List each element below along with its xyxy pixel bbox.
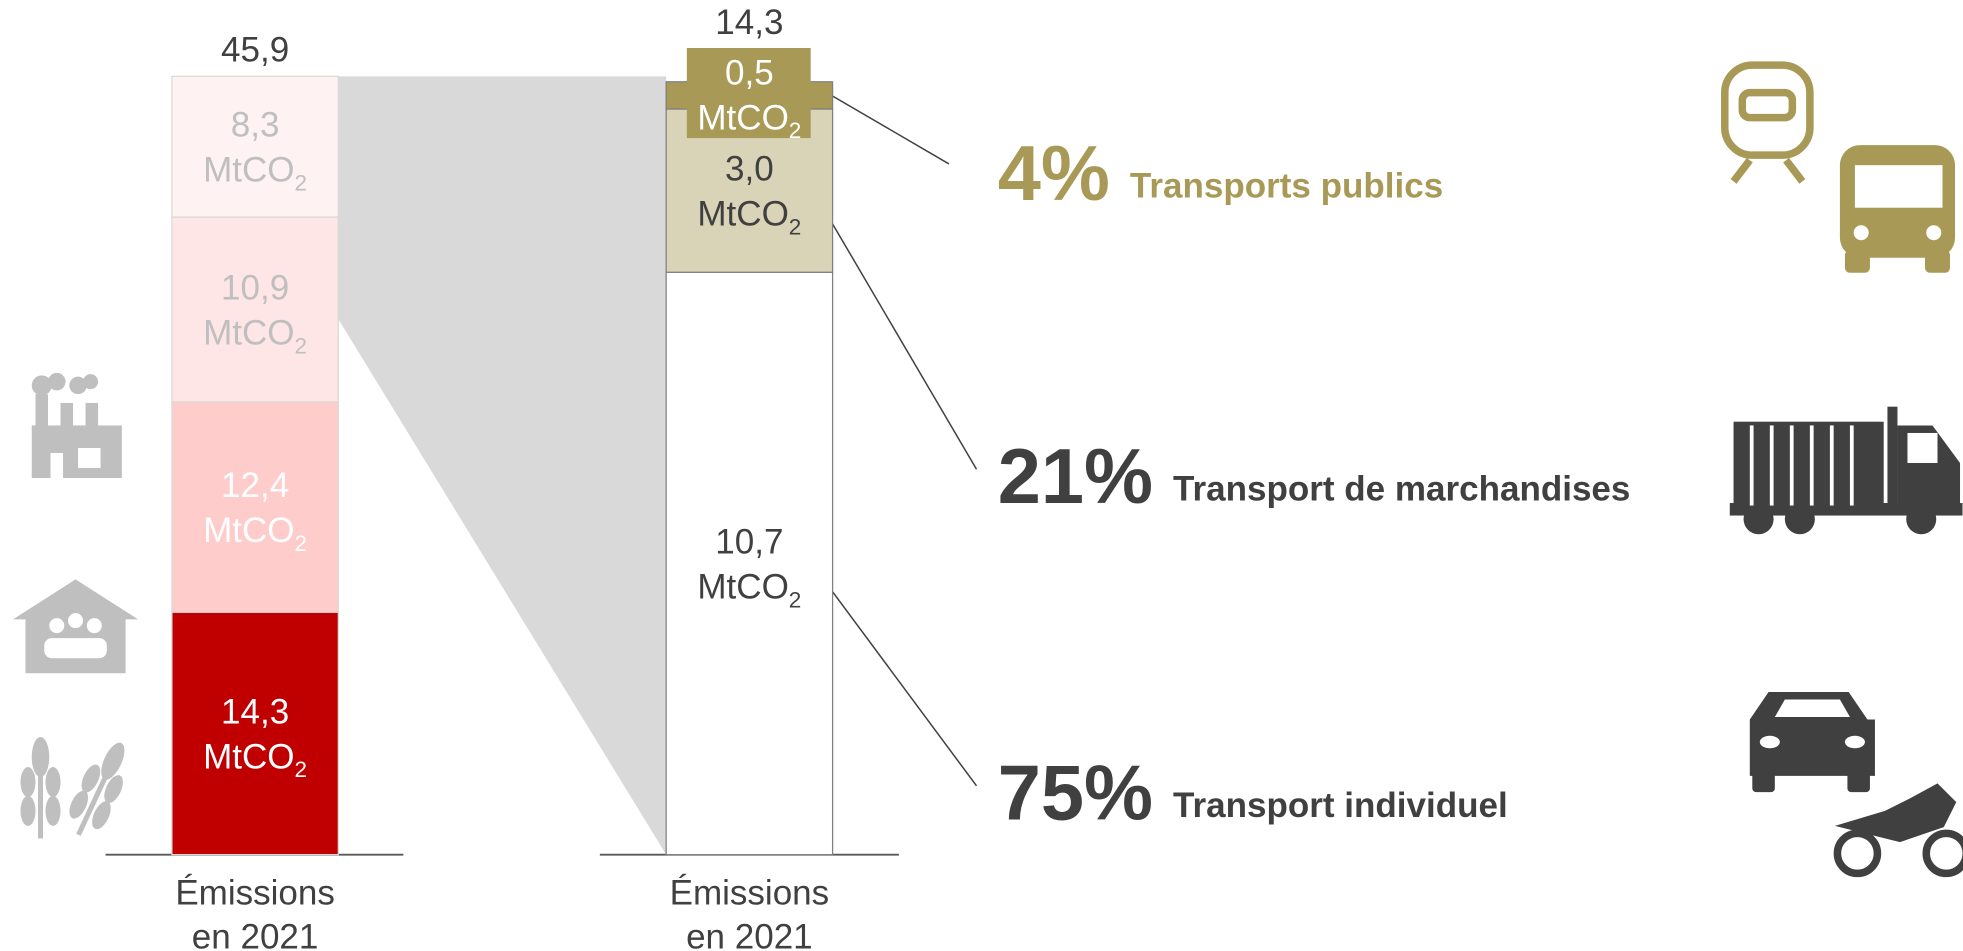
bar-segment — [171, 75, 339, 218]
total-label: 14,3 — [715, 3, 783, 42]
segment-label: 8,3 MtCO2 — [203, 106, 307, 196]
segment-unit: MtCO — [697, 567, 788, 606]
segment-unit-sub: 2 — [295, 170, 308, 195]
segment-unit-sub: 2 — [295, 333, 308, 358]
segment-label: 0,5 MtCO2 — [697, 53, 801, 143]
bar-segment — [171, 611, 339, 856]
bar-segment — [171, 401, 339, 613]
segment-value: 10,9 — [221, 268, 289, 307]
segment-unit: MtCO — [203, 511, 294, 550]
segment-label: 10,9 MtCO2 — [203, 268, 307, 358]
car-icon — [1749, 691, 1875, 793]
wheat-icon — [20, 737, 125, 839]
segment-unit: MtCO — [203, 314, 294, 353]
segment-unit-sub: 2 — [789, 587, 802, 612]
leader-line — [813, 84, 950, 165]
segment-label: 14,3 MtCO2 — [203, 692, 307, 782]
house-icon — [12, 579, 139, 674]
category-label: en 2021 — [686, 917, 813, 951]
segment-value: 14,3 — [221, 692, 289, 731]
train-icon — [1721, 61, 1814, 184]
segment-label: 3,0 MtCO2 — [697, 150, 801, 240]
segment-label: 10,7 MtCO2 — [697, 522, 801, 612]
segment-unit-sub: 2 — [789, 118, 802, 143]
share-percent: 21% — [998, 434, 1153, 520]
bus-icon — [1839, 145, 1956, 273]
category-label: Émissions — [175, 874, 335, 913]
segment-unit: MtCO — [697, 98, 788, 137]
category-label: Émissions — [670, 874, 830, 913]
share-name: Transport individuel — [1173, 786, 1508, 825]
motorbike-icon — [1833, 783, 1963, 878]
segment-unit-sub: 2 — [295, 757, 308, 782]
segment-label: 12,4 MtCO2 — [203, 466, 307, 556]
segment-unit: MtCO — [203, 151, 294, 190]
share-percent: 75% — [998, 751, 1153, 837]
total-label: 45,9 — [221, 30, 289, 69]
segment-value: 3,0 — [725, 150, 774, 189]
segment-value: 0,5 — [725, 53, 774, 92]
leader-line — [810, 187, 978, 470]
truck-icon — [1729, 406, 1963, 535]
segment-unit: MtCO — [203, 737, 294, 776]
leader-line — [810, 562, 978, 787]
category-label: en 2021 — [192, 917, 319, 951]
connector — [338, 76, 667, 855]
segment-unit-sub: 2 — [295, 531, 308, 556]
segment-label-box — [686, 47, 811, 139]
segment-value: 8,3 — [231, 106, 280, 145]
share-name: Transport de marchandises — [1173, 470, 1630, 509]
share-percent: 4% — [998, 131, 1110, 217]
segment-unit-sub: 2 — [789, 214, 802, 239]
segment-value: 12,4 — [221, 466, 289, 505]
factory-icon — [31, 372, 122, 479]
bar-segment — [171, 216, 339, 403]
share-name: Transports publics — [1130, 167, 1443, 206]
segment-unit: MtCO — [697, 195, 788, 234]
segment-value: 10,7 — [715, 522, 783, 561]
bar-segment — [665, 271, 834, 856]
